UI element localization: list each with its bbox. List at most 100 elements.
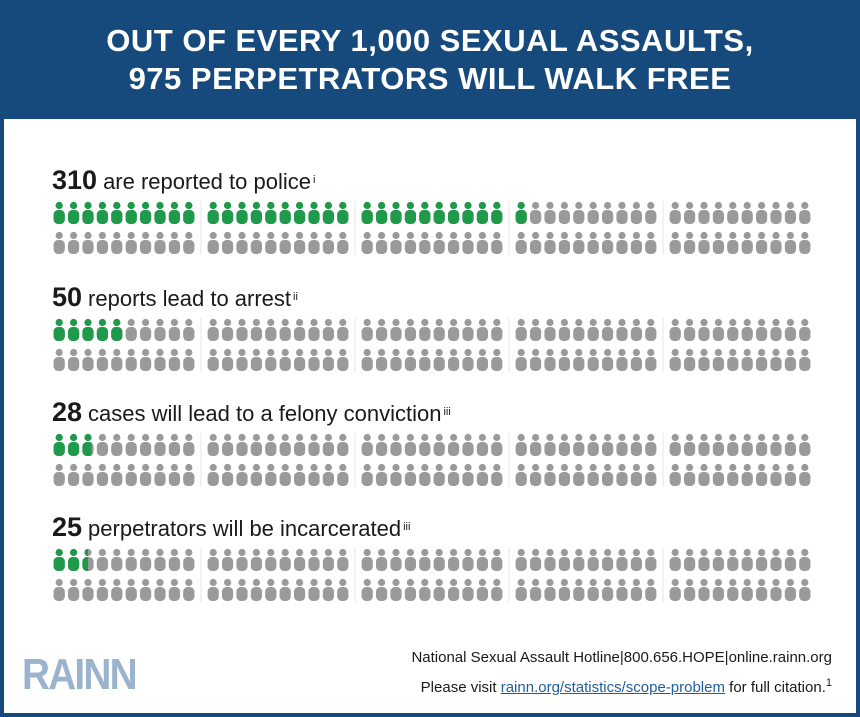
- pictograph-grid: [53, 318, 811, 372]
- person-icon: [361, 318, 373, 341]
- person-icon: [602, 578, 614, 601]
- person-icon: [376, 231, 388, 254]
- person-icon: [419, 433, 431, 456]
- person-icon: [390, 578, 402, 601]
- person-icon: [404, 463, 416, 486]
- person-icon: [308, 201, 320, 224]
- person-icon: [698, 433, 710, 456]
- person-icon: [756, 433, 768, 456]
- person-icon: [573, 348, 585, 371]
- person-icon: [207, 463, 219, 486]
- person-icon: [602, 201, 614, 224]
- person-icon: [390, 318, 402, 341]
- person-icon: [390, 463, 402, 486]
- person-icon: [530, 348, 542, 371]
- person-icon: [784, 201, 796, 224]
- person-icon: [476, 201, 488, 224]
- person-icon: [433, 348, 445, 371]
- person-icon: [111, 578, 123, 601]
- person-icon: [630, 201, 642, 224]
- person-icon: [279, 433, 291, 456]
- person-icon: [154, 318, 166, 341]
- person-icon: [587, 548, 599, 571]
- person-icon: [404, 201, 416, 224]
- person-icon: [154, 578, 166, 601]
- person-icon: [669, 201, 681, 224]
- person-icon: [322, 433, 334, 456]
- person-icon: [125, 433, 137, 456]
- person-icon: [698, 548, 710, 571]
- stat-caption: 25 perpetrators will be incarcerated iii: [52, 512, 822, 548]
- person-icon: [111, 433, 123, 456]
- person-icon: [462, 201, 474, 224]
- person-icon: [376, 348, 388, 371]
- person-icon: [322, 463, 334, 486]
- stat-note: iii: [443, 405, 451, 418]
- person-icon: [376, 578, 388, 601]
- person-icon: [669, 318, 681, 341]
- person-icon: [515, 433, 527, 456]
- person-icon: [741, 578, 753, 601]
- person-icon: [53, 318, 65, 341]
- person-icon: [476, 463, 488, 486]
- citation-link[interactable]: rainn.org/statistics/scope-problem: [500, 679, 725, 696]
- person-icon: [491, 578, 503, 601]
- person-icon: [222, 433, 234, 456]
- person-icon: [645, 433, 657, 456]
- person-icon: [236, 201, 248, 224]
- person-icon: [111, 231, 123, 254]
- person-icon: [419, 348, 431, 371]
- person-icon: [322, 318, 334, 341]
- person-icon: [645, 463, 657, 486]
- person-icon: [462, 318, 474, 341]
- person-icon: [462, 348, 474, 371]
- person-icon: [265, 463, 277, 486]
- person-icon: [125, 201, 137, 224]
- person-icon: [756, 231, 768, 254]
- person-icon: [279, 231, 291, 254]
- person-icon: [573, 548, 585, 571]
- person-icon: [404, 548, 416, 571]
- person-icon: [784, 578, 796, 601]
- person-icon: [433, 463, 445, 486]
- person-icon: [322, 348, 334, 371]
- person-icon: [140, 318, 152, 341]
- person-icon: [712, 578, 724, 601]
- person-icon: [168, 578, 180, 601]
- person-icon: [448, 348, 460, 371]
- person-icon: [308, 548, 320, 571]
- person-icon: [530, 548, 542, 571]
- person-icon: [602, 231, 614, 254]
- person-icon: [53, 578, 65, 601]
- person-icon: [308, 318, 320, 341]
- person-icon: [712, 348, 724, 371]
- person-icon: [530, 318, 542, 341]
- person-icon: [602, 463, 614, 486]
- person-icon: [183, 548, 195, 571]
- person-icon: [140, 463, 152, 486]
- person-icon: [294, 318, 306, 341]
- person-icon: [322, 548, 334, 571]
- person-icon: [448, 548, 460, 571]
- stat-row-arrest: 50 reports lead to arrest ii: [52, 282, 822, 383]
- citation-line: Please visit rainn.org/statistics/scope-…: [421, 677, 832, 696]
- person-icon: [602, 318, 614, 341]
- headline-line-1: OUT OF EVERY 1,000 SEXUAL ASSAULTS,: [106, 23, 754, 58]
- person-icon: [799, 578, 811, 601]
- person-icon: [68, 348, 80, 371]
- person-icon: [250, 201, 262, 224]
- person-icon: [587, 463, 599, 486]
- person-icon: [573, 463, 585, 486]
- person-icon: [476, 548, 488, 571]
- person-icon: [361, 231, 373, 254]
- person-icon: [250, 433, 262, 456]
- person-icon: [265, 348, 277, 371]
- person-icon: [669, 463, 681, 486]
- person-icon: [712, 433, 724, 456]
- person-icon: [322, 231, 334, 254]
- stat-label: reports lead to arrest: [88, 286, 292, 311]
- person-icon: [308, 348, 320, 371]
- person-icon: [756, 201, 768, 224]
- person-icon: [645, 348, 657, 371]
- person-icon: [279, 348, 291, 371]
